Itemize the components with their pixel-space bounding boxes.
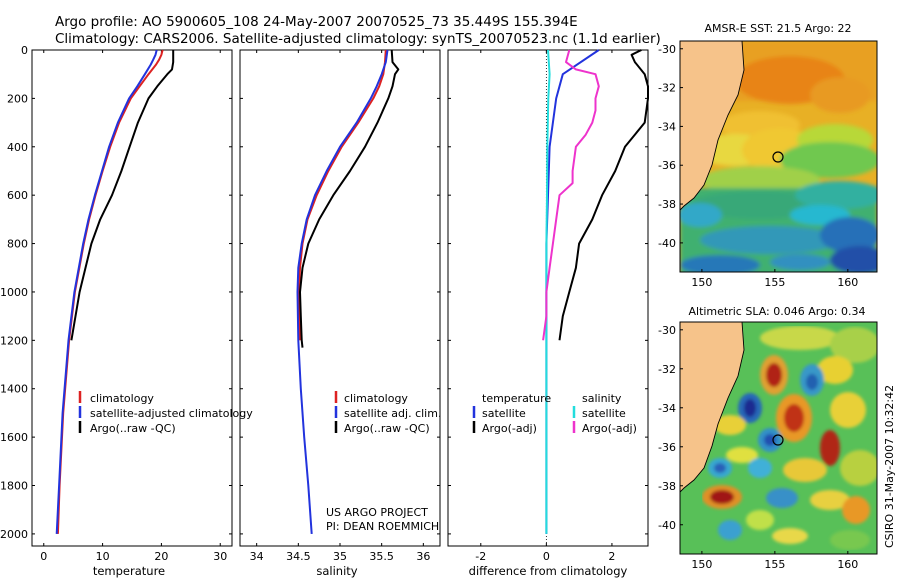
legend-label-satellite: satellite adj. clim. <box>344 407 441 420</box>
depth-tick-label: 1800 <box>0 480 28 493</box>
sst-map <box>680 41 877 272</box>
series-line-argo-raw-qc <box>299 49 400 348</box>
sst-argo-marker <box>772 151 784 163</box>
sla-coastline <box>680 322 745 493</box>
map-lat-label: -34 <box>658 120 676 133</box>
sst-land <box>680 41 744 210</box>
depth-tick-label: 1600 <box>0 431 28 444</box>
depth-tick-label: 1000 <box>0 286 28 299</box>
x-tick-label: 36 <box>416 550 430 563</box>
legend-heading-salinity: salinity <box>582 392 622 405</box>
map-lon-label: 150 <box>691 276 712 289</box>
map-lon-label: 160 <box>837 276 858 289</box>
credit-stamp: CSIRO 31-May-2007 10:32:42 <box>883 385 896 548</box>
map-lat-label: -36 <box>658 159 676 172</box>
series-line-satellite-adj-clim <box>296 49 389 534</box>
map-lon-label: 155 <box>764 276 785 289</box>
project-pi: PI: DEAN ROEMMICH <box>326 520 439 533</box>
map-lat-label: -40 <box>658 519 676 532</box>
map-lat-label: -38 <box>658 198 676 211</box>
depth-tick-label: 400 <box>7 141 28 154</box>
legend-label-argo: Argo(..raw -QC) <box>344 422 430 435</box>
x-tick-label: 34 <box>250 550 264 563</box>
depth-tick-label: 2000 <box>0 528 28 541</box>
map-lat-label: -30 <box>658 43 676 56</box>
sst-map-frame <box>679 40 878 273</box>
depth-tick-label: 800 <box>7 238 28 251</box>
salinity-panel <box>239 49 441 547</box>
map-lat-label: -32 <box>658 82 676 95</box>
sla-land <box>680 322 744 492</box>
sla-map-title: Altimetric SLA: 0.046 Argo: 0.34 <box>688 305 865 318</box>
sla-map <box>680 322 877 554</box>
x-tick-label: 35.5 <box>369 550 394 563</box>
map-lon-label: 155 <box>764 558 785 571</box>
x-tick-label: 10 <box>96 550 110 563</box>
header-line1: Argo profile: AO 5900605_108 24-May-2007… <box>55 14 578 30</box>
salinity-legend: climatology satellite adj. clim. Argo(..… <box>334 391 441 435</box>
legend-label-climatology: climatology <box>344 392 408 405</box>
legend-heading-temperature: temperature <box>482 392 551 405</box>
x-tick-label: 20 <box>154 550 168 563</box>
x-tick-label: 34.5 <box>286 550 311 563</box>
legend-label-temp-satellite: satellite <box>482 407 526 420</box>
map-lon-label: 150 <box>691 558 712 571</box>
header-line2: Climatology: CARS2006. Satellite-adjuste… <box>55 31 661 47</box>
sla-map-frame <box>679 321 878 555</box>
map-lat-label: -30 <box>658 324 676 337</box>
project-name: US ARGO PROJECT <box>326 506 428 519</box>
legend-label-climatology: climatology <box>90 392 154 405</box>
salinity-xlabel: salinity <box>316 564 357 578</box>
map-lat-label: -34 <box>658 402 676 415</box>
map-lat-label: -40 <box>658 237 676 250</box>
map-lon-label: 160 <box>837 558 858 571</box>
legend-label-sal-argo: Argo(-adj) <box>582 422 637 435</box>
series-line-salinity-satellite <box>545 49 551 534</box>
sst-coastline <box>680 41 745 211</box>
x-tick-label: 0 <box>40 550 47 563</box>
depth-tick-label: 600 <box>7 189 28 202</box>
temperature-xlabel: temperature <box>93 564 165 578</box>
map-lat-label: -36 <box>658 441 676 454</box>
series-line-temperature-satellite <box>545 49 600 534</box>
x-tick-label: 2 <box>608 550 615 563</box>
legend-label-argo: Argo(..raw -QC) <box>90 422 176 435</box>
series-line-satellite-adjusted-climatology <box>55 49 158 534</box>
series-line-climatology <box>298 49 387 341</box>
x-tick-label: -2 <box>475 550 486 563</box>
sla-argo-marker <box>772 434 784 446</box>
depth-tick-label: 1400 <box>0 383 28 396</box>
depth-tick-label: 200 <box>7 92 28 105</box>
difference-legend: temperature satellite Argo(-adj) salinit… <box>472 392 637 435</box>
x-tick-label: 35 <box>333 550 347 563</box>
temperature-legend: climatology satellite-adjusted climatolo… <box>78 391 253 435</box>
depth-tick-label: 0 <box>21 44 28 57</box>
difference-xlabel: difference from climatology <box>469 564 628 578</box>
legend-label-sal-satellite: satellite <box>582 407 626 420</box>
series-line-argo-raw-qc <box>70 50 175 341</box>
map-lat-label: -32 <box>658 363 676 376</box>
temperature-panel <box>31 49 233 547</box>
x-tick-label: 30 <box>213 550 227 563</box>
map-lat-label: -38 <box>658 480 676 493</box>
series-line-temperature-argo-adj <box>558 49 649 341</box>
x-tick-label: 0 <box>543 550 550 563</box>
legend-label-satellite: satellite-adjusted climatology <box>90 407 253 420</box>
series-line-salinity-argo-adj <box>542 49 600 341</box>
depth-tick-label: 1200 <box>0 334 28 347</box>
sst-map-title: AMSR-E SST: 21.5 Argo: 22 <box>704 22 851 35</box>
legend-label-temp-argo: Argo(-adj) <box>482 422 537 435</box>
